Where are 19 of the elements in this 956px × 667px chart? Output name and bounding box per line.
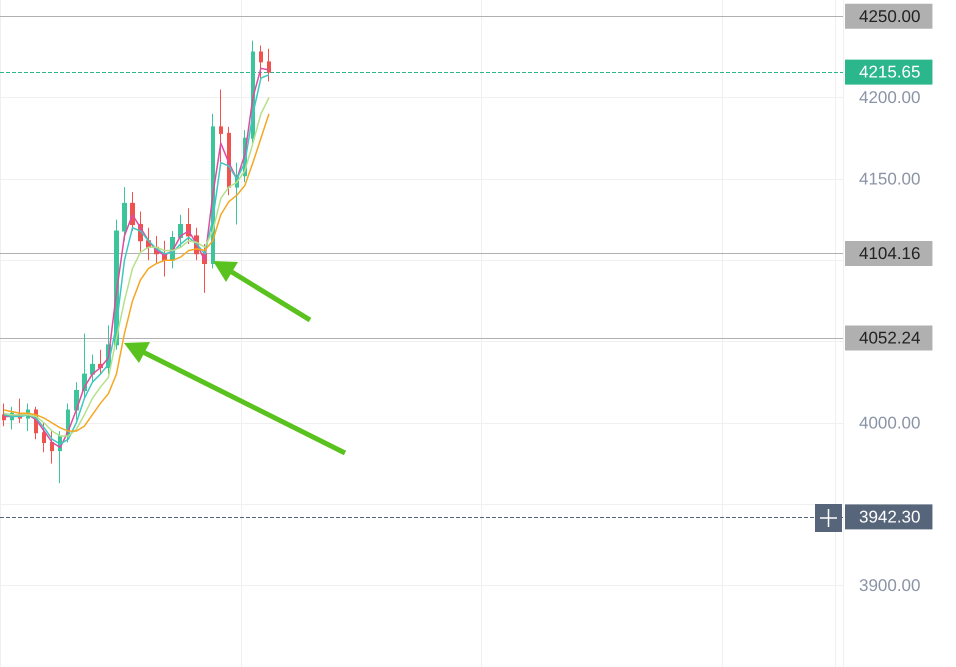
y-tick-label: 3900.00 bbox=[859, 576, 920, 596]
candlestick bbox=[122, 186, 127, 242]
candlestick bbox=[267, 48, 271, 82]
ref-line-label: 4250.00 bbox=[859, 6, 920, 26]
y-tick-label: 4150.00 bbox=[859, 169, 920, 188]
candlestick bbox=[219, 88, 223, 164]
candlestick bbox=[42, 422, 46, 453]
ref-line-label: 3942.30 bbox=[859, 507, 920, 526]
y-tick-label: 4200.00 bbox=[859, 88, 920, 108]
candlestick bbox=[90, 354, 95, 383]
candlestick bbox=[50, 430, 54, 464]
ref-line-label: 4215.65 bbox=[859, 62, 920, 82]
candlestick bbox=[178, 214, 183, 248]
candlestick bbox=[2, 402, 6, 427]
ref-line-label: 4052.24 bbox=[859, 328, 920, 348]
candlestick bbox=[82, 333, 87, 400]
ref-line-label: 4104.16 bbox=[859, 244, 920, 264]
y-tick-label: 4000.00 bbox=[859, 413, 920, 432]
candlestick bbox=[259, 45, 263, 79]
